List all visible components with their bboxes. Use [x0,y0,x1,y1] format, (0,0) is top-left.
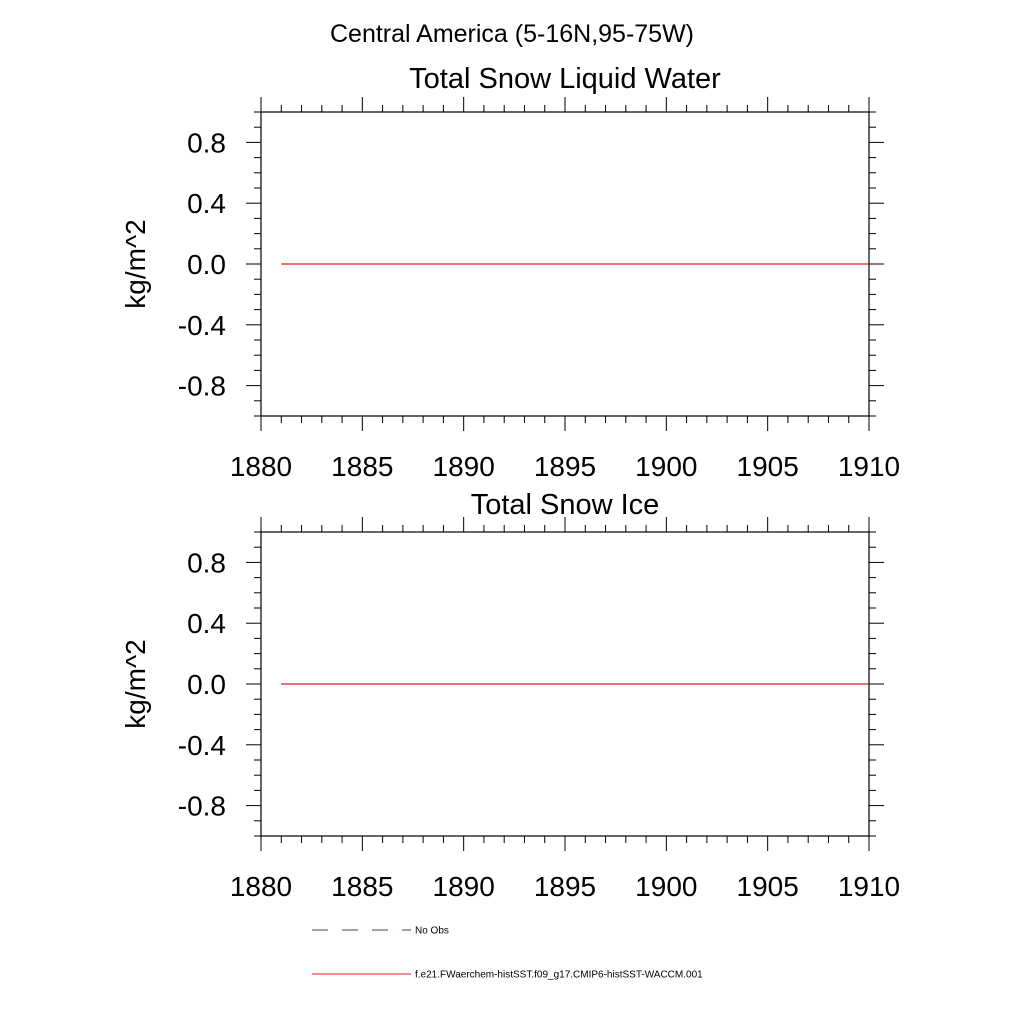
panel-2-ytick-label: -0.8 [178,791,226,822]
panel-1-title: Total Snow Liquid Water [409,63,721,95]
panel-1: Total Snow Liquid Water 1880 1885 1890 1895 1… [120,63,900,482]
panel-1-xtick-label: 1890 [433,451,495,482]
panel-2: Total Snow Ice 1880 1885 1890 1895 1900 1905 19… [120,489,900,902]
panel-1-ytick-label: -0.8 [178,371,226,402]
panel-2-ytick-label: 0.8 [187,547,226,578]
panel-2-xtick-label: 1895 [534,871,596,902]
panel-2-ytick-label: 0.4 [187,608,226,639]
panel-1-xtick-label: 1880 [230,451,292,482]
legend-label-2: f.e21.FWaerchem-histSST.f09_g17.CMIP6-hi… [415,970,703,981]
panel-1-xtick-label: 1910 [838,451,900,482]
panel-1-ytick-label: 0.4 [187,188,226,219]
panel-1-ytick-label: 0.0 [187,249,226,280]
panel-2-xtick-label: 1900 [635,871,697,902]
legend-label-1: No Obs [415,926,449,937]
panel-2-xtick-label: 1910 [838,871,900,902]
panel-1-xtick-label: 1895 [534,451,596,482]
chart-panels: Total Snow Liquid Water 1880 1885 1890 1895 1… [120,63,900,902]
panel-2-xtick-label: 1885 [331,871,393,902]
figure-supertitle: Central America (5-16N,95-75W) [330,20,694,48]
legend: No Obs f.e21.FWaerchem-histSST.f09_g17.CM… [312,926,703,981]
panel-1-xtick-label: 1885 [331,451,393,482]
panel-2-ylabel: kg/m^2 [120,639,151,728]
panel-2-xtick-label: 1880 [230,871,292,902]
panel-1-xtick-label: 1900 [635,451,697,482]
panel-1-ytick-label: -0.4 [178,310,226,341]
panel-1-xtick-label: 1905 [737,451,799,482]
panel-2-title: Total Snow Ice [471,489,660,521]
panel-2-ytick-label: 0.0 [187,669,226,700]
panel-2-ytick-label: -0.4 [178,730,226,761]
panel-1-ytick-label: 0.8 [187,127,226,158]
panel-1-ylabel: kg/m^2 [120,219,151,308]
panel-2-xtick-label: 1905 [737,871,799,902]
panel-2-xtick-label: 1890 [433,871,495,902]
